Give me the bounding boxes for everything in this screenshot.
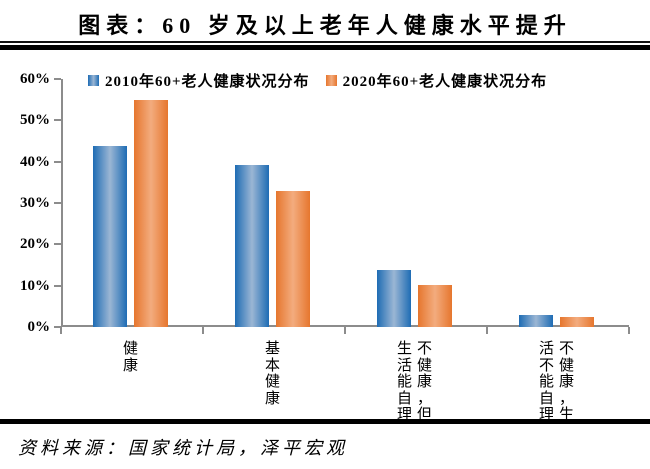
y-axis-tick-label: 30% [20, 195, 50, 211]
y-axis-tick [54, 243, 61, 246]
bar-2020年60+老人健康状况分布-健康 [134, 100, 168, 327]
y-axis-tick-label: 20% [20, 236, 50, 253]
title-rule-thick [0, 45, 650, 50]
x-axis-label: 基本健康 [264, 341, 281, 407]
y-axis-tick-label: 50% [20, 112, 50, 129]
x-axis-label-column: 不健康，但 [416, 341, 432, 423]
x-axis-label-column: 生活能自理 [396, 341, 412, 423]
y-axis-tick [54, 202, 61, 204]
footer-rule [0, 419, 650, 424]
x-axis-label: 不健康，生 活不能自理 [538, 341, 575, 424]
legend-swatch-2010-icon [88, 75, 99, 86]
x-axis-tick [202, 327, 204, 334]
bar-2020年60+老人健康状况分布-不健康，生活不能自理 [560, 317, 594, 327]
x-axis-label-column: 活不能自理 [538, 341, 554, 423]
y-axis-tick [54, 326, 61, 328]
source-note: 资料来源：国家统计局，泽平宏观 [18, 438, 348, 458]
x-axis-tick [344, 327, 346, 334]
x-axis-label: 健康 [122, 341, 139, 374]
y-axis-tick-label: 60% [20, 71, 50, 87]
x-axis-label-column: 基本健康 [264, 341, 280, 407]
x-axis-tick [486, 327, 488, 334]
y-axis-tick-label: 10% [20, 277, 50, 294]
bar-2010年60+老人健康状况分布-不健康，但生活能自理 [377, 269, 411, 327]
bar-2010年60+老人健康状况分布-基本健康 [235, 164, 269, 327]
title-rule-thin [0, 41, 650, 43]
chart-title: 图表：60 岁及以上老年人健康水平提升 [78, 13, 572, 38]
x-axis-label-column: 健康 [122, 341, 138, 374]
y-axis-tick [54, 160, 61, 163]
bar-2010年60+老人健康状况分布-健康 [93, 145, 127, 327]
legend-label-2010: 2010年60+老人健康状况分布 [105, 74, 310, 90]
y-axis-tick-label: 40% [20, 153, 50, 170]
bar-2010年60+老人健康状况分布-不健康，生活不能自理 [519, 315, 553, 327]
x-axis-tick [628, 327, 630, 334]
y-axis-tick-label: 0% [27, 319, 51, 335]
x-axis-label-column: 不健康，生 [558, 341, 574, 423]
legend-item-2010: 2010年60+老人健康状况分布 [88, 70, 310, 91]
legend-item-2020: 2020年60+老人健康状况分布 [325, 70, 548, 91]
y-axis-tick [54, 119, 61, 122]
legend-swatch-2020-icon [325, 75, 337, 86]
y-axis-tick [54, 284, 61, 287]
bar-2020年60+老人健康状况分布-基本健康 [276, 191, 310, 327]
x-axis-tick [60, 327, 62, 334]
legend-label-2020: 2020年60+老人健康状况分布 [342, 74, 548, 90]
x-axis-label: 不健康，但 生活能自理 [396, 341, 433, 424]
bar-2020年60+老人健康状况分布-不健康，但生活能自理 [418, 284, 452, 327]
legend: 2010年60+老人健康状况分布 2020年60+老人健康状况分布 [88, 70, 547, 91]
y-axis-tick [54, 78, 61, 80]
